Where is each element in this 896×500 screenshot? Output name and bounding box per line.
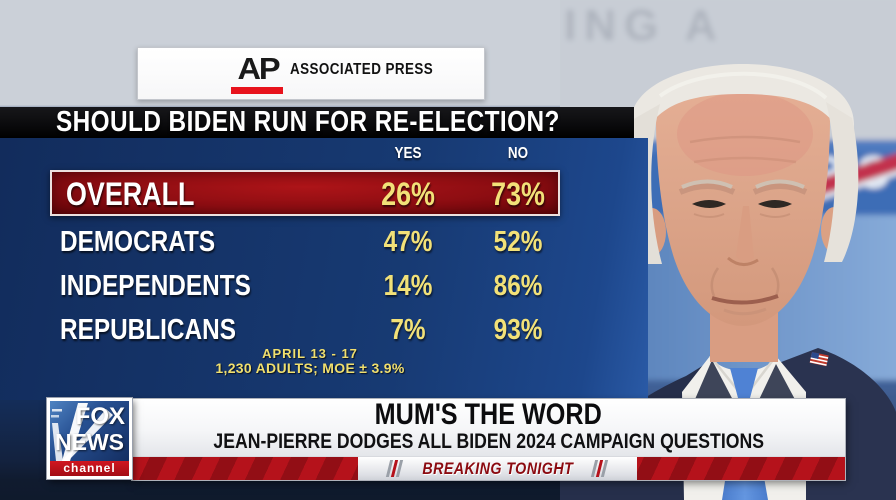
nose xyxy=(736,206,754,262)
ap-logo: AP xyxy=(230,52,286,96)
ap-logo-text: AP xyxy=(237,51,280,86)
ap-name: ASSOCIATED PRESS xyxy=(290,61,434,78)
breaking-ticker-center: BREAKING TONIGHT xyxy=(358,457,637,480)
row-label: DEMOCRATS xyxy=(60,226,216,258)
row-label: REPUBLICANS xyxy=(60,314,236,346)
ap-attribution: AP ASSOCIATED PRESS xyxy=(137,47,485,100)
poll-panel: YES NO OVERALL 26% 73% DEMOCRATS 47% 52%… xyxy=(0,138,648,400)
poll-row-republicans: REPUBLICANS 7% 93% xyxy=(0,314,648,346)
tie-knot xyxy=(730,368,758,398)
row-yes-value: 7% xyxy=(390,314,426,346)
row-no-value: 52% xyxy=(493,226,543,258)
ticker-slash-marks-left xyxy=(385,460,403,477)
backdrop-letters-top: ING A xyxy=(564,1,725,50)
poll-row-overall: OVERALL 26% 73% xyxy=(0,174,648,214)
searchlight-beams-icon xyxy=(51,403,113,461)
fox-text: FOX xyxy=(75,403,125,430)
banner-subheadline: JEAN-PIERRE DODGES ALL BIDEN 2024 CAMPAI… xyxy=(213,430,764,453)
row-no-value: 93% xyxy=(493,314,543,346)
headline-text: SHOULD BIDEN RUN FOR RE-ELECTION? xyxy=(56,106,560,138)
mouth xyxy=(711,294,779,305)
lower-third-main: MUM'S THE WORD JEAN-PIERRE DODGES ALL BI… xyxy=(132,399,845,456)
overall-highlight-box xyxy=(50,170,560,216)
headline-bar: SHOULD BIDEN RUN FOR RE-ELECTION? xyxy=(0,106,634,138)
fox-logo-blue-field: FOX NEWS xyxy=(50,401,129,461)
row-no-value: 86% xyxy=(493,270,543,302)
poll-dates: APRIL 13 - 17 xyxy=(262,346,358,361)
ticker-slash-marks-right xyxy=(591,460,609,477)
column-header-yes: YES xyxy=(394,145,422,162)
lower-third-banner: MUM'S THE WORD JEAN-PIERRE DODGES ALL BI… xyxy=(132,399,845,480)
news-text: NEWS xyxy=(55,429,124,455)
banner-headline: MUM'S THE WORD xyxy=(374,399,603,431)
poll-row-independents: INDEPENDENTS 14% 86% xyxy=(0,270,648,302)
row-yes-value: 26% xyxy=(381,176,435,212)
flag-pin-icon xyxy=(809,352,829,367)
row-label: INDEPENDENTS xyxy=(60,270,251,302)
poll-sample-moe: 1,230 ADULTS; MOE ± 3.9% xyxy=(215,360,405,376)
row-label: OVERALL xyxy=(66,176,195,212)
breaking-ticker-text: BREAKING TONIGHT xyxy=(422,458,573,478)
eye-right xyxy=(758,200,792,208)
column-header-no: NO xyxy=(507,145,529,162)
poll-row-democrats: DEMOCRATS 47% 52% xyxy=(0,226,648,258)
channel-text: channel xyxy=(50,461,129,476)
breaking-ticker-strip: BREAKING TONIGHT xyxy=(132,456,845,480)
row-yes-value: 47% xyxy=(383,226,433,258)
ap-logo-underline xyxy=(231,87,283,94)
eye-left xyxy=(692,200,726,208)
row-no-value: 73% xyxy=(491,176,545,212)
row-yes-value: 14% xyxy=(383,270,433,302)
fox-news-logo: FOX NEWS channel xyxy=(47,398,132,479)
